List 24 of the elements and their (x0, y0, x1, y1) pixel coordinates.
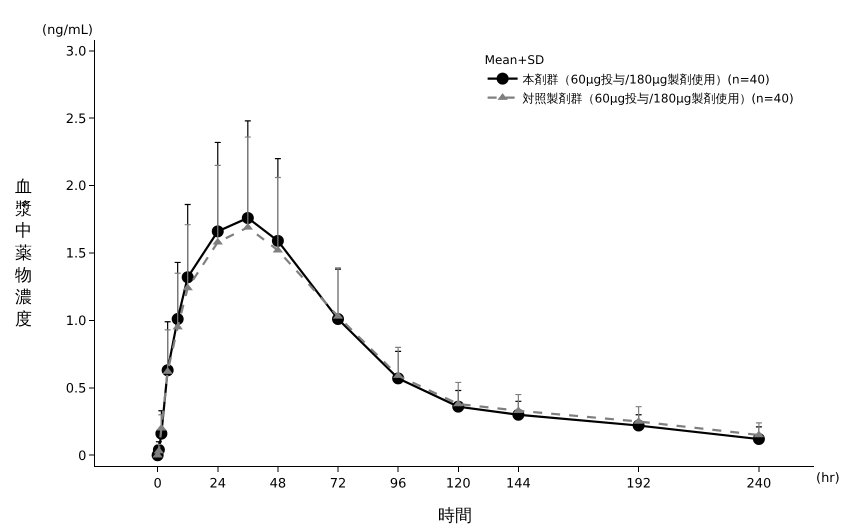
y-tick-label: 2.0 (66, 179, 86, 194)
x-tick-label: 72 (330, 476, 346, 492)
x-tick-label: 96 (390, 476, 406, 492)
legend-label: 対照製剤群（60µg投与/180µg製剤使用）(n=40) (522, 91, 794, 106)
y-tick-label: 0 (78, 448, 86, 464)
y-tick-label: 1.5 (66, 246, 86, 262)
point (453, 399, 464, 406)
y-axis-title: 血漿中薬物濃度 (15, 177, 32, 330)
legend-title: Mean+SD (484, 53, 544, 68)
x-tick-label: 120 (446, 476, 471, 492)
x-tick-label: 48 (270, 476, 286, 492)
x-axis-title: 時間 (438, 506, 472, 526)
x-tick-label: 192 (626, 476, 652, 492)
y-tick-label: 1.0 (66, 314, 86, 329)
legend-label: 本剤群（60µg投与/180µg製剤使用）(n=40) (522, 72, 770, 86)
y-tick-label: 3.0 (66, 44, 86, 60)
x-tick-label: 0 (153, 476, 162, 492)
text: (hr) (816, 471, 840, 486)
x-tick-label: 144 (506, 476, 531, 492)
text: (ng/mL) (42, 23, 93, 38)
y-tick-label: 2.5 (66, 112, 86, 127)
x-tick-label: 24 (209, 476, 226, 492)
x-tick-label: 240 (746, 476, 772, 492)
y-tick-label: 0.5 (66, 381, 86, 396)
